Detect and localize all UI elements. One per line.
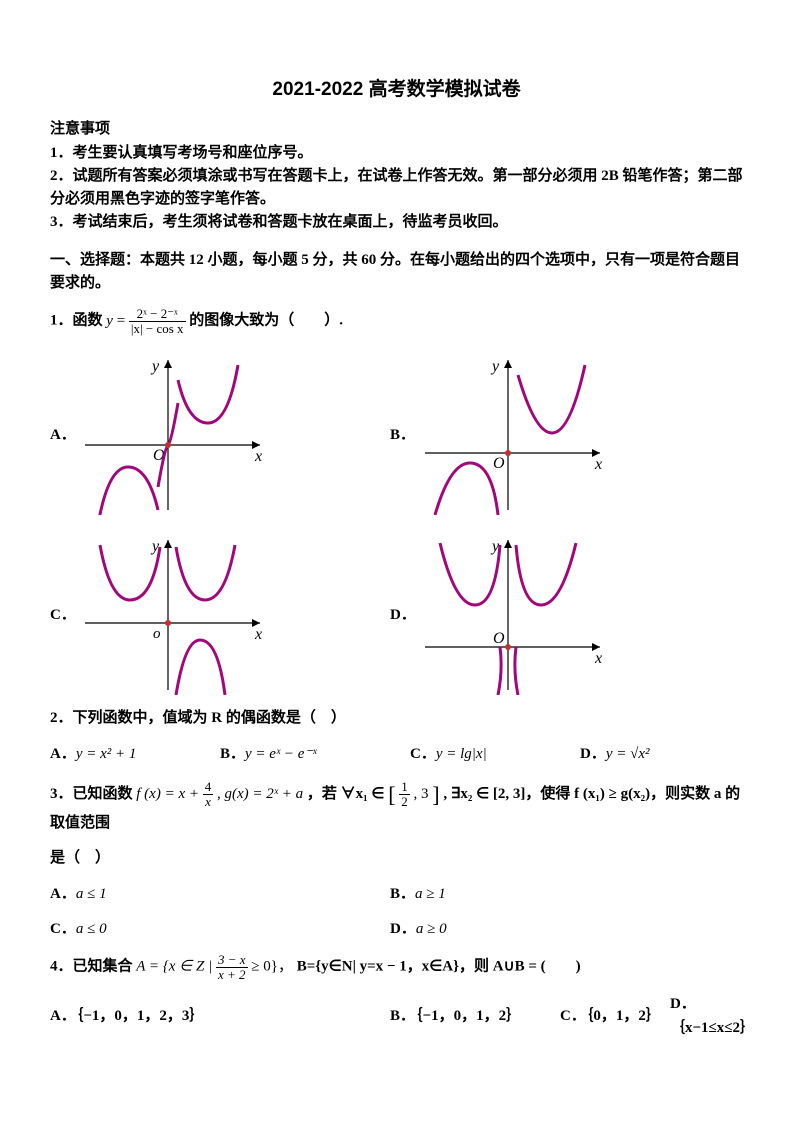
q2-lbl-d: D． bbox=[580, 746, 606, 762]
q1-graph-row-1: A． x y O B． x y O bbox=[50, 355, 743, 515]
q1-graph-b: x y O bbox=[420, 355, 610, 515]
q3-opt-d: a ≥ 0 bbox=[416, 921, 447, 937]
svg-text:x: x bbox=[254, 448, 262, 465]
q1-frac-den: |x| − cos x bbox=[129, 322, 186, 336]
q4-opt-a: ｛−1，0，1，2，3｝ bbox=[76, 1008, 205, 1024]
q4-opt-b: ｛−1，0，1，2｝ bbox=[415, 1008, 521, 1024]
q1-label-d: D． bbox=[390, 604, 420, 627]
q3-lbracket: [ bbox=[388, 782, 395, 807]
svg-text:x: x bbox=[254, 626, 262, 643]
q1-label-a: A． bbox=[50, 424, 80, 447]
q2-opt-b: y = eˣ − e⁻ˣ bbox=[245, 746, 317, 762]
q3-lbl-d: D． bbox=[390, 921, 416, 937]
q2-lbl-a: A． bbox=[50, 746, 76, 762]
q4-stem: 4．已知集合 A = {x ∈ Z | 3 − xx + 2 ≥ 0}， B={… bbox=[50, 953, 743, 981]
q4-opt-d: ｛x−1≤x≤2｝ bbox=[670, 1020, 755, 1036]
q3-lbl-b: B． bbox=[390, 886, 415, 902]
q3-lbl-a: A． bbox=[50, 886, 76, 902]
svg-text:y: y bbox=[490, 358, 500, 375]
q3-half-num: 1 bbox=[399, 780, 410, 795]
q4-lbl-d: D． bbox=[670, 996, 696, 1012]
q4-part1: 4．已知集合 bbox=[50, 959, 136, 975]
q3-frac-den: x bbox=[203, 795, 214, 809]
q4-lbl-c: C． bbox=[560, 1008, 586, 1024]
notice-item-3: 3．考试结束后，考生须将试卷和答题卡放在桌面上，待监考员收回。 bbox=[50, 211, 743, 234]
svg-text:O: O bbox=[493, 630, 505, 647]
q2-options: A．y = x² + 1 B．y = eˣ − e⁻ˣ C．y = lg|x| … bbox=[50, 743, 743, 766]
q4-setopen: A = {x ∈ Z | bbox=[136, 959, 216, 975]
section-1-header: 一、选择题：本题共 12 小题，每小题 5 分，共 60 分。在每小题给出的四个… bbox=[50, 249, 743, 296]
q4-frden: x + 2 bbox=[216, 968, 248, 982]
q3-frac-num: 4 bbox=[203, 780, 214, 795]
q4-opt-c: ｛0，1，2｝ bbox=[586, 1008, 661, 1024]
q1-suffix: 的图像大致为（ ）. bbox=[189, 313, 343, 329]
q3-rbracket: ] bbox=[432, 782, 439, 807]
q2-lbl-b: B． bbox=[220, 746, 245, 762]
q1-frac-num: 2ˣ − 2⁻ˣ bbox=[129, 307, 186, 322]
q3-part2: ，若 ∀x₁ ∈ bbox=[307, 786, 388, 802]
q3-options-row1: A．a ≤ 1 B．a ≥ 1 bbox=[50, 883, 743, 906]
q2-opt-d: y = √x² bbox=[606, 746, 650, 762]
q1-graph-a: x y O bbox=[80, 355, 270, 515]
q3-options-row2: C．a ≤ 0 D．a ≥ 0 bbox=[50, 918, 743, 941]
q3-comma3: , 3 bbox=[414, 786, 429, 802]
q1-graph-d: x y O bbox=[420, 535, 610, 695]
q1-stem: 1．函数 y = 2ˣ − 2⁻ˣ |x| − cos x 的图像大致为（ ）. bbox=[50, 307, 743, 335]
notice-header: 注意事项 bbox=[50, 118, 743, 141]
q1-graph-c: x y o bbox=[80, 535, 270, 695]
q2-opt-a: y = x² + 1 bbox=[76, 746, 137, 762]
notice-item-2: 2．试题所有答案必须填涂或书写在答题卡上，在试卷上作答无效。第一部分必须用 2B… bbox=[50, 165, 743, 212]
q2-lbl-c: C． bbox=[410, 746, 436, 762]
q4-frnum: 3 − x bbox=[216, 953, 248, 968]
svg-text:o: o bbox=[153, 626, 161, 642]
q1-prefix: 1．函数 bbox=[50, 313, 103, 329]
page-title: 2021-2022 高考数学模拟试卷 bbox=[50, 75, 743, 104]
q3-part1: 3．已知函数 bbox=[50, 786, 136, 802]
q3-half-den: 2 bbox=[399, 795, 410, 809]
svg-text:O: O bbox=[493, 455, 505, 472]
q3-gx: , g(x) = 2ˣ + a bbox=[217, 786, 303, 802]
q3-tail: 是（ ） bbox=[50, 847, 743, 870]
svg-text:y: y bbox=[150, 358, 160, 375]
q1-label-c: C． bbox=[50, 604, 80, 627]
q3-lbl-c: C． bbox=[50, 921, 76, 937]
q2-opt-c: y = lg|x| bbox=[436, 746, 487, 762]
q2-stem: 2．下列函数中，值域为 R 的偶函数是（ ） bbox=[50, 707, 743, 730]
svg-text:x: x bbox=[594, 650, 602, 667]
q4-setclose: ≥ 0}， bbox=[251, 959, 293, 975]
q3-opt-b: a ≥ 1 bbox=[415, 886, 446, 902]
q3-opt-a: a ≤ 1 bbox=[76, 886, 107, 902]
q3-fx: f (x) = x + bbox=[136, 786, 202, 802]
q4-lbl-a: A． bbox=[50, 1008, 76, 1024]
q1-label-b: B． bbox=[390, 424, 420, 447]
svg-text:x: x bbox=[594, 456, 602, 473]
q3-stem-line1: 3．已知函数 f (x) = x + 4x , g(x) = 2ˣ + a ，若… bbox=[50, 778, 743, 835]
q3-opt-c: a ≤ 0 bbox=[76, 921, 107, 937]
q1-graph-row-2: C． x y o D． x y O bbox=[50, 535, 743, 695]
notice-item-1: 1．考生要认真填写考场号和座位序号。 bbox=[50, 142, 743, 165]
q4-bdef: B={y∈N| y=x − 1，x∈A}，则 A∪B = ( ) bbox=[297, 959, 581, 975]
q4-lbl-b: B． bbox=[390, 1008, 415, 1024]
q4-options: A．｛−1，0，1，2，3｝ B．｛−1，0，1，2｝ C．｛0，1，2｝ D．… bbox=[50, 993, 743, 1040]
